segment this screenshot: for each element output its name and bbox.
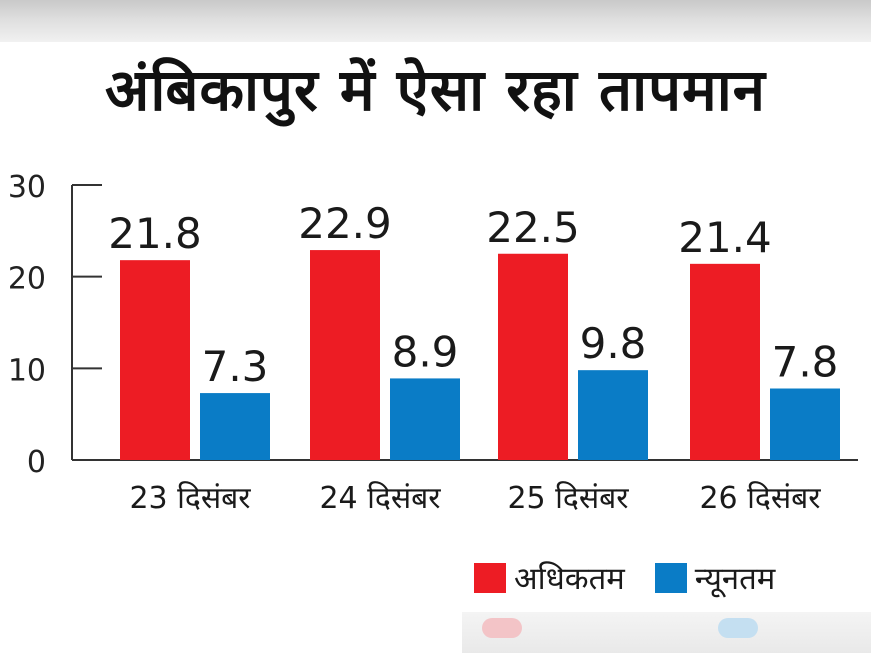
- bar-max: [310, 250, 380, 460]
- x-category-label: 24 दिसंबर: [319, 481, 441, 516]
- legend-label-min: न्यूनतम: [694, 561, 776, 597]
- header-strip: [0, 0, 871, 42]
- x-category-label: 25 दिसंबर: [507, 481, 629, 516]
- bar-max: [690, 263, 760, 460]
- data-label: 7.3: [202, 342, 269, 391]
- bar-min: [390, 378, 460, 460]
- data-label: 22.5: [486, 203, 580, 252]
- bar-min: [770, 388, 840, 460]
- bar-max: [120, 260, 190, 460]
- y-tick-label: 0: [27, 445, 46, 480]
- data-label: 22.9: [298, 199, 392, 248]
- legend-label-max: अधिकतम: [514, 561, 625, 597]
- data-label: 8.9: [392, 327, 459, 376]
- bar-min: [200, 393, 270, 460]
- bar-max: [498, 253, 568, 460]
- data-label: 7.8: [772, 338, 839, 387]
- faded-blue-mark: [718, 618, 758, 638]
- y-tick-label: 10: [8, 353, 46, 388]
- x-category-label: 23 दिसंबर: [129, 481, 251, 516]
- legend-swatch-max: [474, 563, 506, 593]
- footer-strip: [462, 612, 871, 653]
- faded-red-mark: [482, 618, 522, 638]
- legend: अधिकतम न्यूनतम: [474, 558, 775, 598]
- legend-swatch-min: [654, 563, 687, 593]
- chart-title: अंबिकापुर में ऐसा रहा तापमान: [105, 56, 766, 124]
- y-tick-label: 30: [8, 170, 46, 205]
- x-category-label: 26 दिसंबर: [699, 481, 821, 516]
- y-tick-label: 20: [8, 262, 46, 297]
- data-label: 21.8: [108, 209, 202, 258]
- data-label: 9.8: [580, 319, 647, 368]
- bar-min: [578, 370, 648, 460]
- data-label: 21.4: [678, 213, 772, 262]
